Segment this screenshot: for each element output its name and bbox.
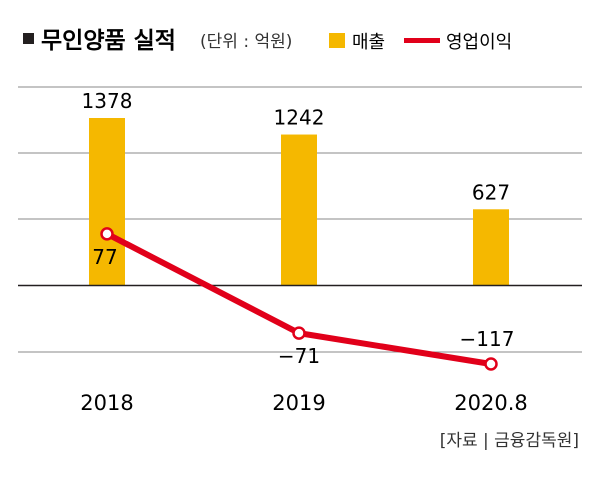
bar-labels: 1378 1242 627 <box>82 89 511 204</box>
line-series <box>100 227 498 371</box>
profit-point-2020.8 <box>484 357 498 371</box>
profit-label-2018: 77 <box>92 245 117 269</box>
bar-label-2018: 1378 <box>82 89 133 113</box>
source-note: [자료 | 금융감독원] <box>440 431 579 451</box>
profit-label-2019: −71 <box>278 344 320 368</box>
x-tick-2018: 2018 <box>80 391 133 415</box>
bar-label-2019: 1242 <box>274 106 325 130</box>
legend-label-sales: 매출 <box>352 32 385 53</box>
bar-label-2020.8: 627 <box>472 180 510 204</box>
legend-swatch-profit <box>404 38 440 43</box>
bar-2018 <box>89 118 125 286</box>
bar-series <box>89 118 509 286</box>
x-axis-ticks: 2018 2019 2020.8 <box>80 391 527 415</box>
chart-title: 무인양품 실적 <box>41 28 176 54</box>
x-tick-2020.8: 2020.8 <box>454 391 527 415</box>
x-tick-2019: 2019 <box>272 391 325 415</box>
profit-point-2018 <box>100 227 114 241</box>
legend-swatch-sales <box>329 33 345 48</box>
bar-2020.8 <box>473 209 509 286</box>
profit-point-2019 <box>292 326 306 340</box>
title-square-icon <box>23 33 34 44</box>
unit-label: (단위 : 억원) <box>200 32 292 52</box>
bar-2019 <box>281 134 317 286</box>
legend-label-profit: 영업이익 <box>446 32 512 53</box>
line-labels: 77 −71 −117 <box>92 245 514 368</box>
profit-label-2020.8: −117 <box>460 327 515 351</box>
